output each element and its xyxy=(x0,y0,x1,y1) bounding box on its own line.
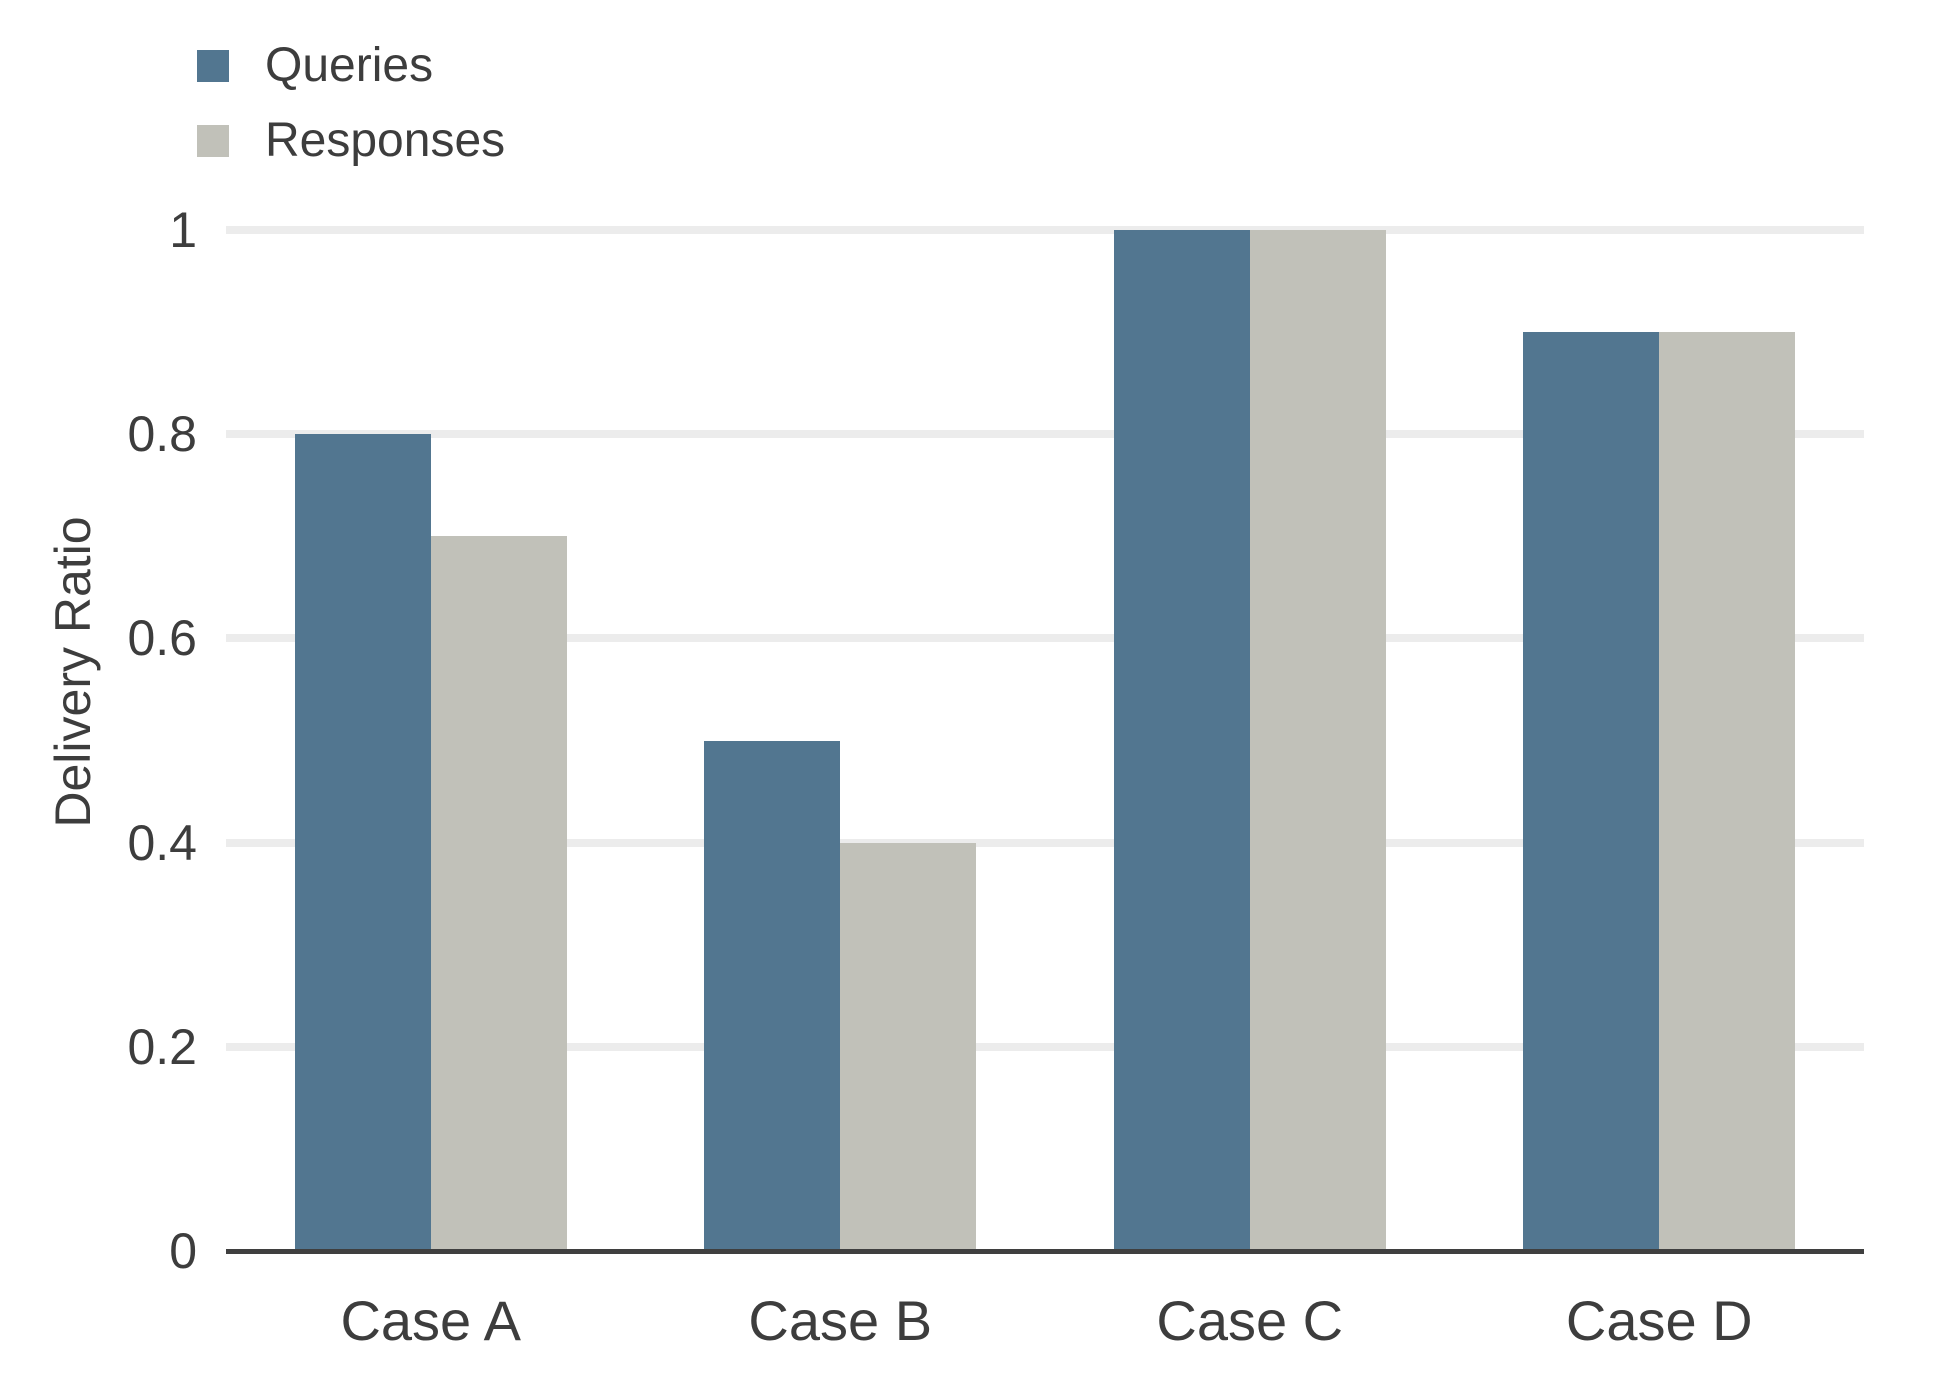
gridline-0.4 xyxy=(226,838,1864,847)
bar-queries-case-c xyxy=(1113,230,1250,1251)
bar-responses-case-b xyxy=(840,842,977,1251)
legend-label-queries: Queries xyxy=(265,39,434,92)
bar-responses-case-c xyxy=(1249,230,1386,1251)
y-tick-label-0.6: 0.6 xyxy=(127,610,197,667)
bar-queries-case-d xyxy=(1523,332,1660,1251)
legend-label-responses: Responses xyxy=(265,114,506,167)
y-tick-label-1: 1 xyxy=(169,202,197,258)
bar-responses-case-a xyxy=(430,536,567,1251)
x-tick-label-case-d: Case D xyxy=(1565,1289,1753,1352)
y-axis-title: Delivery Ratio xyxy=(45,516,101,828)
y-tick-label-0.8: 0.8 xyxy=(127,406,197,463)
bar-queries-case-b xyxy=(704,740,841,1251)
gridline-0.2 xyxy=(226,1042,1864,1051)
bar-group-case-a xyxy=(226,230,636,1251)
bar-group-case-c xyxy=(1045,230,1455,1251)
x-tick-label-case-b: Case B xyxy=(748,1289,933,1352)
bar-group-case-d xyxy=(1455,230,1865,1251)
plot-area xyxy=(226,226,1865,1251)
legend-item-queries: Queries xyxy=(197,38,505,93)
x-tick-label-case-a: Case A xyxy=(340,1289,522,1352)
y-tick-label-0: 0 xyxy=(169,1223,197,1279)
gridline-1 xyxy=(226,226,1864,234)
legend-item-responses: Responses xyxy=(197,113,505,168)
bar-queries-case-a xyxy=(294,434,431,1251)
y-tick-label-0.2: 0.2 xyxy=(127,1018,197,1075)
bar-group-case-b xyxy=(636,230,1046,1251)
legend-swatch-responses xyxy=(197,124,229,157)
legend: Queries Responses xyxy=(197,38,505,188)
x-tick-label-case-c: Case C xyxy=(1156,1289,1344,1352)
x-axis-line xyxy=(226,1249,1864,1254)
y-tick-label-0.4: 0.4 xyxy=(127,814,197,871)
bar-responses-case-d xyxy=(1659,332,1796,1251)
gridline-0.8 xyxy=(226,430,1864,439)
legend-swatch-queries xyxy=(197,49,229,82)
gridline-0.6 xyxy=(226,634,1864,643)
